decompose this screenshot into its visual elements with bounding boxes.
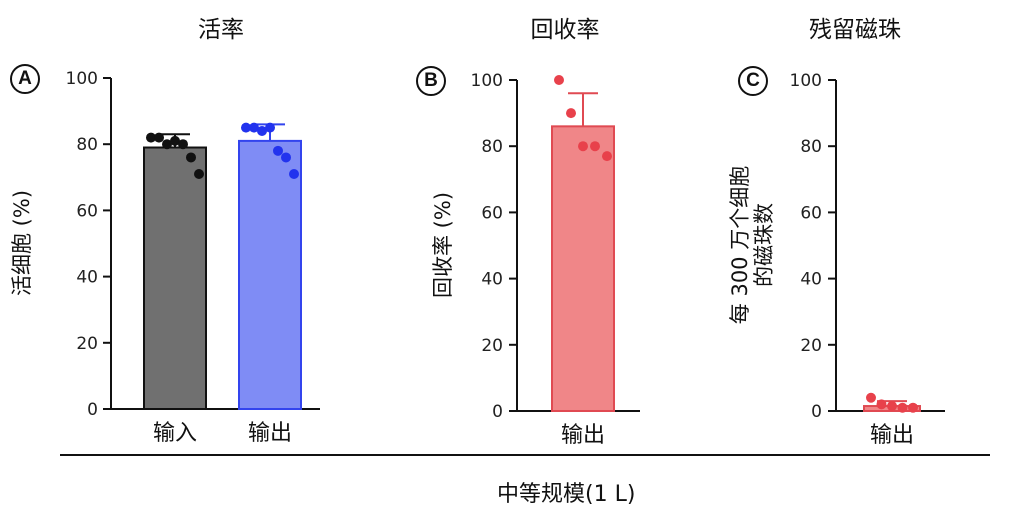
panel-a-data-point [162,139,172,150]
panel-b-category-label: 输出 [561,423,605,448]
panel-c-letter: C [738,66,768,96]
panel-c-data-point [887,401,897,412]
panel-a-data-point [273,145,283,156]
panel-c-data-point [897,402,908,413]
panel-b-data-point [554,75,564,85]
panel-b-y-tick-label: 60 [481,203,503,223]
panel-c-data-point [876,399,887,410]
panel-a-data-point [249,122,259,133]
panel-a-data-point [170,135,180,146]
panel-c-y-tick-label: 20 [800,336,822,356]
panel-b-y-tick-label: 100 [471,71,503,91]
panel-a-data-point [257,125,267,136]
panel-c-category-label: 输出 [870,423,914,448]
panel-a-data-point [194,168,204,179]
panel-a-y-tick-label: 80 [76,135,98,155]
panel-b-bar [551,125,615,412]
panel-b-data-point [602,151,612,162]
panel-a-bar [143,146,207,410]
panel-c-y-tick-label: 80 [800,137,822,157]
panel-a-y-tick-label: 40 [76,268,98,288]
panel-b-y-tick-label: 80 [481,137,503,157]
panel-a-data-point [281,152,291,163]
panel-a-data-point [146,132,156,143]
panel-a-letter: A [10,64,40,94]
panel-b-y-tick-label: 20 [481,336,503,356]
panel-a-data-point [265,122,275,133]
panel-b-data-point [566,108,576,119]
panel-b-y-tick-label: 40 [481,270,503,290]
panel-c-y-tick-label: 100 [790,71,822,91]
panel-c-data-point [908,402,918,413]
panel-a-data-point [241,122,251,133]
panel-a-data-point [178,139,188,150]
panel-a-bar [238,139,302,410]
panel-b-data-point [578,141,588,152]
panel-a-title: 活率 [198,17,244,43]
panel-a-y-tick-label: 0 [87,400,98,420]
panel-a-data-point [186,152,196,163]
panel-a-data-point [289,168,299,179]
footer-label: 中等规模(1 L) [497,482,636,507]
panel-a-y-tick-label: 100 [66,69,98,89]
panel-a-category-label: 输出 [248,421,292,446]
panel-b-data-point [590,141,600,152]
panel-a-data-point [154,132,164,143]
panel-c-y-tick-label: 40 [800,270,822,290]
panel-c-data-point [866,392,876,403]
panel-b-title: 回收率 [530,17,600,43]
panel-a-category-label: 输入 [153,421,197,446]
panel-c-y-tick-label: 0 [811,402,822,422]
panel-a-y-tick-label: 60 [76,201,98,221]
panel-c-y-tick-label: 60 [800,203,822,223]
panel-b-y-tick-label: 0 [492,402,503,422]
panel-a-y-tick-label: 20 [76,334,98,354]
panel-c-title: 残留磁珠 [809,17,901,43]
panel-b-letter: B [416,66,446,96]
